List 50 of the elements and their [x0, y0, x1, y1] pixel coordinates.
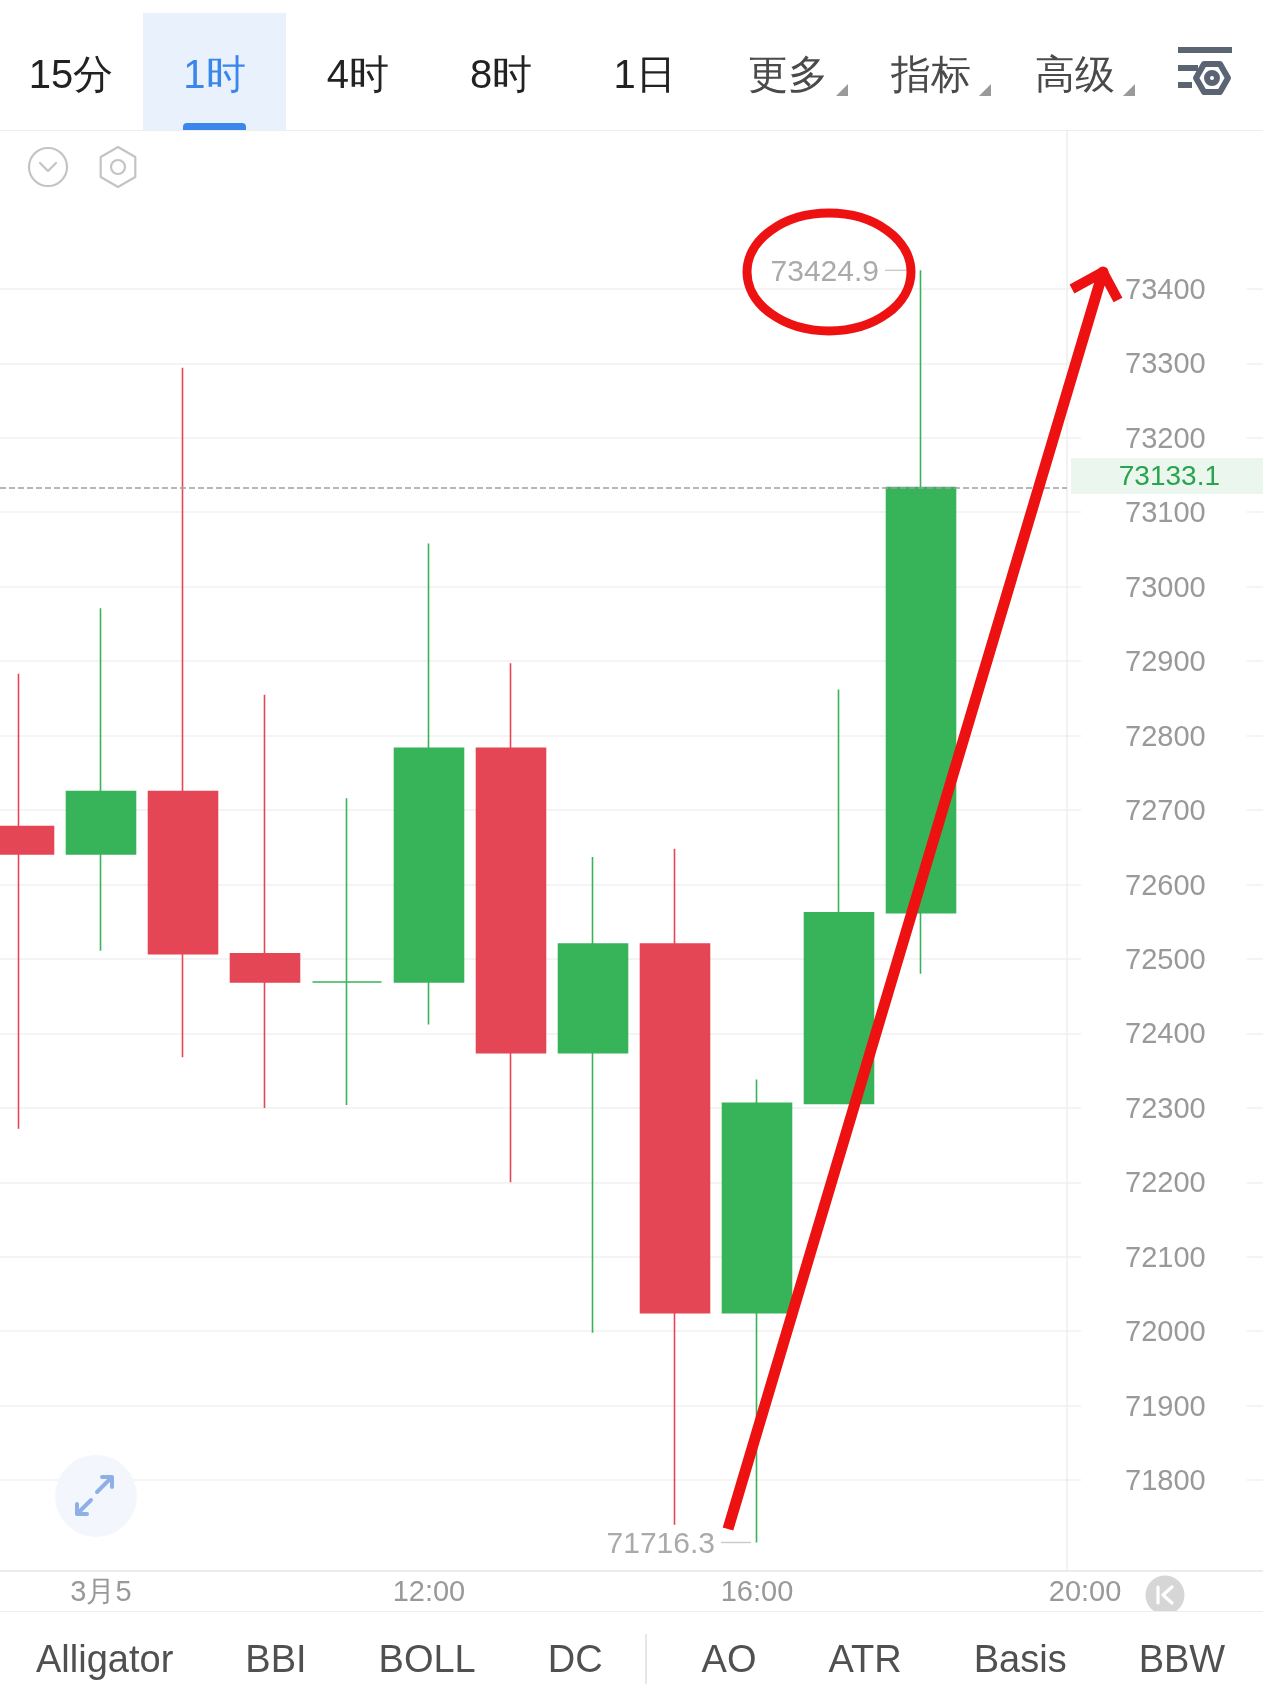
candlestick: [721, 1078, 793, 1544]
candlestick: [475, 662, 547, 1184]
y-tick-label: 72100: [1125, 1240, 1206, 1273]
candlestick: [65, 607, 137, 952]
y-tick-label: 73000: [1125, 570, 1206, 603]
candlestick: [557, 856, 629, 1334]
candlestick: [639, 847, 711, 1526]
text: 高级: [1034, 51, 1115, 98]
y-tick-label: 72800: [1125, 719, 1206, 752]
x-tick-label: 12:00: [392, 1574, 466, 1607]
text: 1时: [183, 51, 246, 98]
text: 指标: [891, 51, 972, 98]
y-tick-label: 72400: [1125, 1017, 1206, 1050]
candlestick: [147, 366, 219, 1059]
y-tick-label: 73200: [1125, 421, 1206, 454]
annotation: 73424.9: [770, 253, 880, 287]
text: Alligator: [36, 1636, 174, 1681]
y-tick-label: 73300: [1125, 347, 1206, 380]
y-tick-label: 71800: [1125, 1464, 1206, 1497]
y-tick-label: 72300: [1125, 1091, 1206, 1124]
y-tick-label: 72000: [1125, 1315, 1206, 1348]
text: ATR: [828, 1636, 902, 1681]
y-tick-label: 72500: [1125, 942, 1206, 975]
text: Basis: [973, 1636, 1067, 1681]
text: 15分: [28, 51, 114, 98]
x-tick-label: 3月5: [70, 1574, 132, 1607]
text: 8时: [470, 51, 533, 98]
ref-line-label: 73133.1: [1118, 460, 1220, 492]
candlestick: [803, 688, 875, 1105]
y-tick-label: 72200: [1125, 1166, 1206, 1199]
x-tick-label: 16:00: [720, 1574, 794, 1607]
y-tick-label: 72700: [1125, 794, 1206, 827]
x-tick-label: 20:00: [1048, 1574, 1122, 1607]
text: 4时: [326, 51, 389, 98]
text: 更多: [748, 51, 828, 98]
text: AO: [701, 1636, 757, 1681]
text: BBI: [245, 1636, 307, 1681]
candlestick: [311, 797, 383, 1106]
text: BBW: [1138, 1636, 1226, 1681]
y-tick-label: 71900: [1125, 1389, 1206, 1422]
y-tick-label: 73100: [1125, 496, 1206, 529]
text: DC: [547, 1636, 603, 1681]
candlestick: [229, 693, 301, 1109]
y-tick-label: 72900: [1125, 645, 1206, 678]
annotation: 71716.3: [606, 1525, 715, 1559]
text: BOLL: [378, 1636, 476, 1681]
text: 1日: [613, 51, 676, 98]
y-tick-label: 72600: [1125, 868, 1206, 901]
candlestick: [393, 542, 465, 1026]
y-tick-label: 73400: [1125, 272, 1206, 305]
